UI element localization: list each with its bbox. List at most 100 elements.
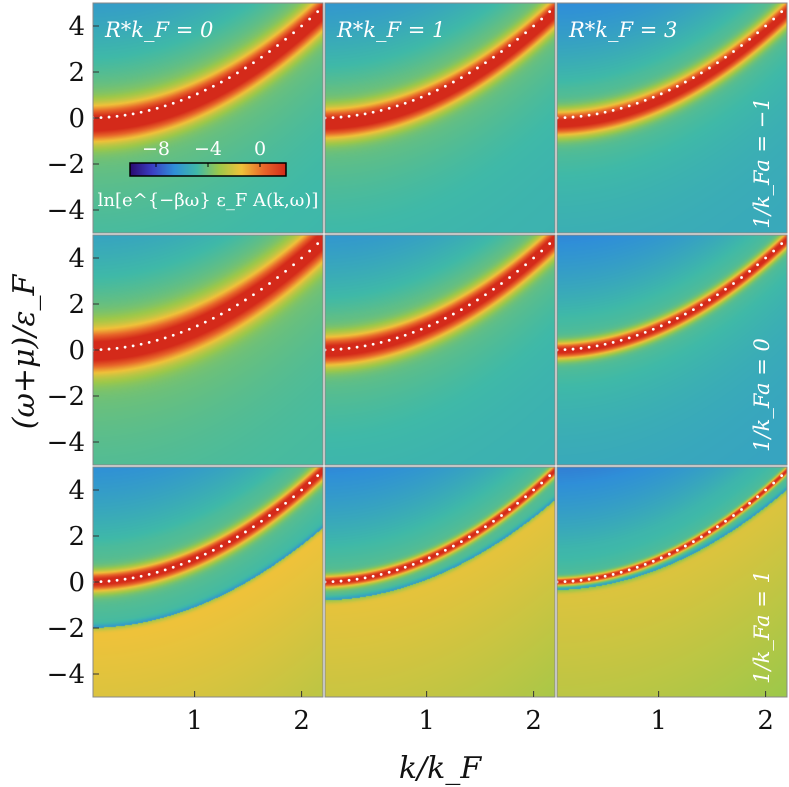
dispersion-dot (683, 544, 687, 548)
dispersion-dot (492, 287, 495, 291)
dispersion-dot (643, 330, 647, 334)
dispersion-dot (451, 312, 455, 316)
dispersion-dot (683, 80, 687, 84)
dispersion-dot (651, 95, 655, 99)
dispersion-dot (123, 577, 127, 581)
dispersion-dot (371, 574, 375, 578)
dispersion-dot (716, 61, 719, 65)
y-tick-label: 2 (68, 522, 85, 552)
y-tick-label: −2 (47, 150, 85, 180)
dispersion-dot (724, 55, 727, 59)
dispersion-dot (107, 347, 111, 351)
dispersion-dot (500, 514, 503, 517)
dispersion-dot (772, 17, 776, 21)
dispersion-dot (244, 298, 247, 302)
dispersion-dot (155, 106, 159, 110)
dispersion-dot (379, 108, 383, 112)
dispersion-dot (395, 568, 399, 572)
dispersion-dot (300, 24, 304, 28)
dispersion-dot (292, 495, 295, 499)
y-tick-label: −4 (47, 196, 85, 226)
dispersion-dot (403, 565, 407, 569)
dispersion-dot (308, 249, 312, 253)
dispersion-dot (260, 519, 263, 523)
dispersion-dot (579, 578, 583, 582)
heatmap-image (557, 235, 787, 465)
dispersion-dot (147, 108, 151, 112)
colorbar: −8 −4 0 ln[e^{−βω} ε_F A(k,ω)] (98, 138, 319, 211)
dispersion-dot (115, 578, 119, 582)
panel-frame (324, 2, 556, 234)
y-tick-label: 4 (68, 12, 85, 42)
heatmap-image (325, 235, 555, 465)
dispersion-dot (179, 330, 183, 334)
dispersion-dot (756, 263, 759, 267)
y-tick-label: 2 (68, 290, 85, 320)
dispersion-dot (571, 347, 575, 351)
dispersion-dot (508, 508, 511, 511)
dispersion-dot (540, 481, 544, 485)
dispersion-dot (163, 104, 167, 108)
dispersion-dot (419, 559, 423, 563)
x-tick-label: 1 (186, 706, 203, 736)
dispersion-dot (163, 336, 167, 340)
panel-frame (324, 466, 556, 698)
heatmap-image (557, 467, 787, 697)
dispersion-dot (179, 562, 183, 566)
dispersion-dot (732, 50, 735, 53)
dispersion-dot (484, 61, 487, 65)
panel-frame (556, 234, 788, 466)
dispersion-dot (524, 263, 527, 267)
dispersion-dot (508, 276, 511, 279)
dispersion-dot (603, 110, 607, 114)
dispersion-dot (371, 342, 375, 346)
dispersion-dot (147, 340, 151, 344)
dispersion-dot (627, 336, 631, 340)
dispersion-dot (308, 17, 312, 21)
dispersion-dot (659, 92, 663, 96)
dispersion-dot (587, 345, 591, 349)
panel-r2-c0 (91, 466, 324, 698)
dispersion-dot (155, 338, 159, 342)
dispersion-dot (635, 333, 639, 337)
dispersion-dot (316, 242, 320, 246)
dispersion-dot (284, 37, 287, 41)
dispersion-dot (123, 113, 127, 117)
labels: k/k_F (ω+μ)/ε_F R*k_F = 0 R*k_F = 1 R*k_F = … (7, 18, 774, 786)
panel-r1-c0 (91, 234, 324, 466)
x-tick-label: 1 (418, 706, 435, 736)
dispersion-dot (548, 474, 552, 478)
dispersion-dot (411, 98, 415, 102)
dispersion-dot (139, 574, 143, 578)
dispersion-dot (347, 114, 351, 118)
panel-r1-c2 (555, 234, 788, 466)
colorbar-tick-label: −8 (142, 138, 170, 160)
dispersion-dot (500, 50, 503, 53)
dispersion-dot (595, 576, 599, 580)
dispersion-dot (171, 565, 175, 569)
row-label: 1/k_Fa = −1 (750, 97, 774, 228)
panels (91, 2, 788, 698)
dispersion-dot (115, 114, 119, 118)
x-tick-label: 2 (525, 706, 542, 736)
dispersion-dot (603, 574, 607, 578)
dispersion-dot (252, 293, 255, 297)
y-tick-label: 0 (68, 568, 85, 598)
dispersion-dot (236, 71, 239, 75)
x-tick-label: 1 (650, 706, 667, 736)
dispersion-dot (203, 88, 207, 92)
dispersion-dot (691, 76, 695, 80)
dispersion-dot (468, 71, 471, 75)
dispersion-dot (427, 556, 431, 560)
dispersion-dot (371, 110, 375, 114)
dispersion-dot (451, 80, 455, 84)
dispersion-dot (339, 347, 343, 351)
dispersion-dot (268, 514, 271, 517)
dispersion-dot (339, 115, 343, 119)
dispersion-dot (732, 282, 735, 285)
dispersion-dot (667, 88, 671, 92)
dispersion-dot (571, 115, 575, 119)
dispersion-dot (756, 31, 759, 35)
colorbar-tick-label: 0 (254, 138, 266, 160)
